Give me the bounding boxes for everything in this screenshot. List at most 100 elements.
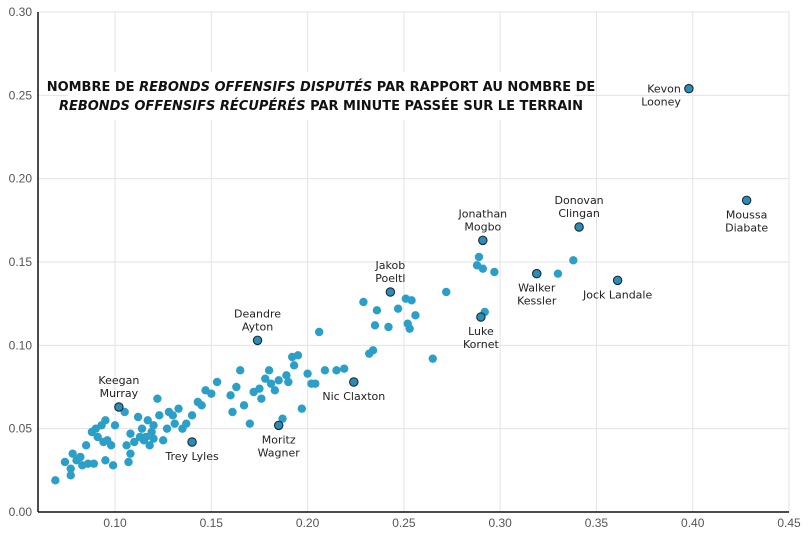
data-point [149,421,158,430]
x-tick-label: 0.15 [200,516,224,530]
x-tick-label: 0.35 [585,516,609,530]
data-point [384,322,393,332]
data-point [228,407,237,417]
data-point [124,457,133,467]
data-point [428,354,437,363]
data-point [257,394,266,403]
point-label: Moussa [726,208,767,221]
data-point [407,296,416,305]
data-point [143,416,152,425]
title-line: REBONDS OFFENSIFS RÉCUPÉRÉS PAR MINUTE P… [59,98,583,114]
point-label: Kessler [517,295,557,308]
data-point [297,404,307,413]
data-point [289,361,299,370]
data-point [284,377,293,387]
data-point [320,366,330,375]
data-point [339,364,349,373]
highlighted-point [574,222,584,232]
data-point [126,449,135,458]
data-point [405,324,414,333]
point-label: Ayton [242,320,273,333]
data-point [66,464,75,473]
y-tick-label: 0.10 [9,338,33,352]
data-point [569,256,578,265]
data-point [442,287,451,297]
data-point [239,401,249,410]
data-point [226,391,235,400]
data-point [264,366,274,375]
data-point [130,437,139,447]
point-label: Donovan [555,194,604,207]
y-tick-label: 0.15 [9,255,33,269]
point-label: Poeltl [375,272,405,285]
data-point [76,452,85,462]
x-tick-label: 0.30 [488,516,512,530]
point-label: Luke [468,325,494,338]
highlighted-point [349,377,359,387]
data-point [158,436,168,445]
x-tick-label: 0.45 [777,516,801,530]
data-point [255,384,264,393]
title-background [68,72,574,120]
data-point [490,267,499,277]
y-tick-label: 0.20 [9,172,33,186]
highlighted-point [187,437,197,447]
x-tick-label: 0.40 [681,516,705,530]
data-point [126,429,135,438]
title-segment: PAR MINUTE PASSÉE SUR LE TERRAIN [306,98,583,114]
data-point [147,427,156,437]
title-segment: PAR RAPPORT AU NOMBRE DE [372,80,595,95]
data-point [278,414,287,423]
data-point [553,269,563,278]
data-point [168,411,177,420]
data-point [212,377,222,387]
point-label: Diabate [725,221,768,234]
data-point [311,379,320,388]
data-point [108,461,118,470]
point-label: Murray [100,387,139,400]
point-label: Kornet [463,338,499,351]
title-segment: NOMBRE DE [47,80,139,95]
data-point [68,449,77,458]
x-tick-label: 0.20 [296,516,320,530]
data-point [372,306,382,315]
data-point [235,366,245,375]
point-label: Deandre [234,307,281,320]
data-point [141,432,151,442]
data-point [149,434,158,443]
point-label: Kevon [647,83,681,96]
highlighted-point [531,268,542,279]
title-segment: REBONDS OFFENSIFS RÉCUPÉRÉS [59,98,306,114]
data-point [266,379,276,388]
data-point [314,327,324,337]
title-line: NOMBRE DE REBONDS OFFENSIFS DISPUTÉS PAR… [47,79,596,95]
data-point [162,424,172,433]
point-label: Walker [518,282,556,295]
y-tick-label: 0.25 [9,88,33,102]
chart-title: NOMBRE DE REBONDS OFFENSIFS DISPUTÉS PAR… [47,72,596,120]
data-point [155,411,164,420]
data-point [89,459,99,468]
data-point [122,441,131,450]
data-point [332,366,341,375]
highlighted-point [684,83,694,94]
x-tick-label: 0.25 [392,516,416,530]
data-point [153,394,162,403]
y-tick-label: 0.00 [9,505,33,519]
highlighted-point [478,235,488,246]
data-point [197,401,206,410]
data-point [101,416,110,425]
y-tick-label: 0.30 [9,5,33,19]
data-point [274,376,283,385]
point-label: Moritz [262,433,296,446]
point-label: Clingan [558,207,599,220]
data-point [174,404,183,413]
highlighted-point [476,312,486,322]
x-tick-label: 0.10 [103,516,127,530]
data-points [51,252,578,485]
data-point [282,371,291,380]
data-point [232,382,241,392]
data-point [293,351,303,360]
